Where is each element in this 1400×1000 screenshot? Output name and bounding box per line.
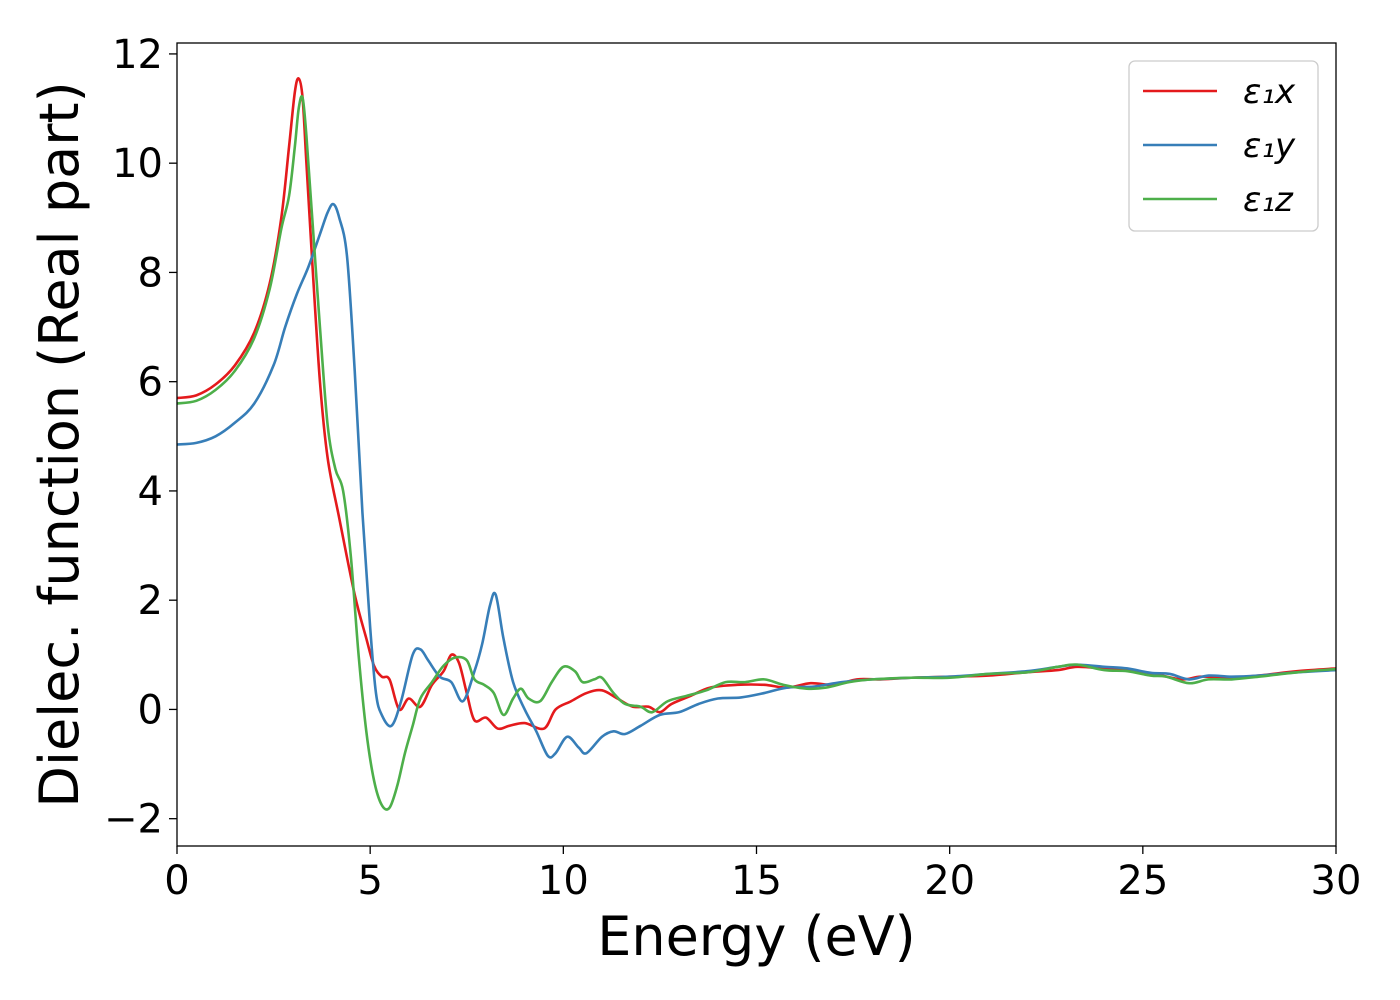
y-tick-label: 4 bbox=[138, 469, 163, 515]
legend-item: ε₁x bbox=[1143, 72, 1296, 112]
legend-item: ε₁z bbox=[1143, 180, 1294, 220]
x-tick-label: 25 bbox=[1117, 858, 1168, 904]
y-tick-label: 10 bbox=[112, 141, 163, 187]
x-tick-label: 0 bbox=[164, 858, 189, 904]
x-tick-label: 20 bbox=[924, 858, 975, 904]
y-tick-label: 2 bbox=[138, 578, 163, 624]
y-axis: −2 0 2 4 6 8 10 12 bbox=[104, 32, 177, 843]
legend-label: ε₁z bbox=[1243, 180, 1294, 220]
x-axis-title: Energy (eV) bbox=[597, 905, 916, 968]
legend-box bbox=[1128, 60, 1319, 232]
x-tick-label: 10 bbox=[538, 858, 589, 904]
series-line-3 bbox=[177, 94, 1336, 811]
y-tick-label: −2 bbox=[104, 797, 163, 843]
y-axis-title: Dielec. function (Real part) bbox=[28, 81, 91, 807]
y-tick-label: 8 bbox=[138, 250, 163, 296]
legend-label: ε₁x bbox=[1243, 72, 1296, 112]
y-tick-label: 6 bbox=[138, 360, 163, 406]
x-tick-label: 30 bbox=[1311, 858, 1362, 904]
legend-label: ε₁y bbox=[1243, 126, 1296, 166]
legend: ε₁x ε₁y ε₁z bbox=[1128, 60, 1319, 232]
x-axis: 0 5 10 15 20 25 30 bbox=[164, 846, 1361, 904]
series-line-2 bbox=[177, 202, 1336, 759]
x-tick-label: 15 bbox=[731, 858, 782, 904]
legend-item: ε₁y bbox=[1143, 126, 1296, 166]
x-tick-label: 5 bbox=[357, 858, 382, 904]
y-tick-label: 0 bbox=[138, 687, 163, 733]
y-tick-label: 12 bbox=[112, 32, 163, 78]
series-layer bbox=[177, 77, 1336, 811]
